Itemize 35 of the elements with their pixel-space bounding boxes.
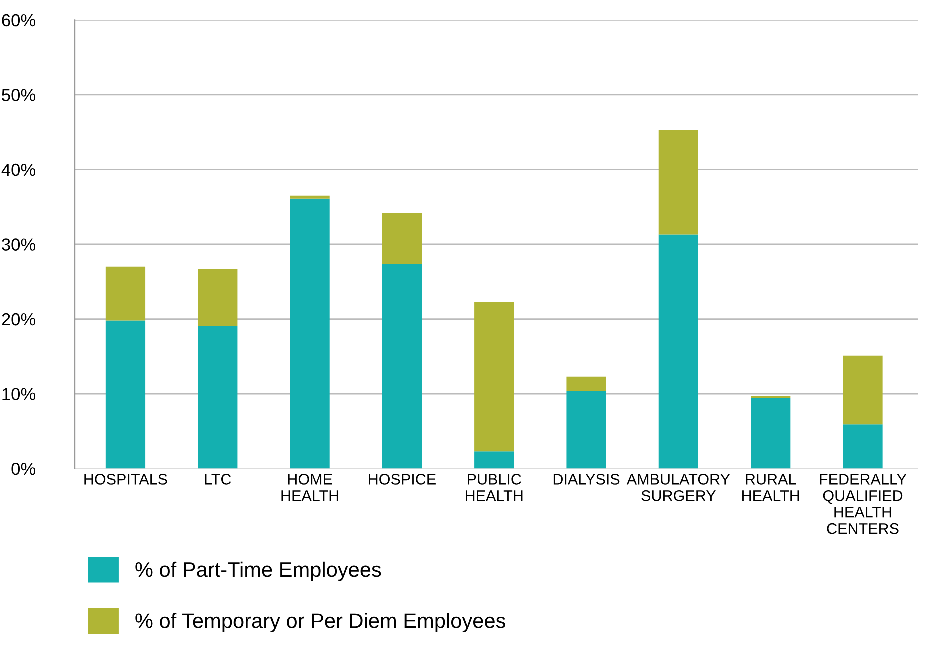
legend-label: % of Part-Time Employees	[136, 562, 382, 582]
bar	[474, 452, 514, 469]
bar	[658, 234, 698, 469]
x-tick-label: FEDERALLY QUALIFIED HEALTH CENTERS	[820, 474, 907, 534]
bar	[843, 356, 883, 425]
bar	[106, 320, 146, 469]
x-tick-label: HOSPITALS	[84, 474, 168, 485]
bar	[843, 424, 883, 469]
x-tick-label: PUBLIC HEALTH	[466, 474, 523, 502]
bar	[290, 196, 330, 199]
y-tick-label: 20%	[2, 313, 36, 326]
y-tick-label: 30%	[2, 238, 36, 251]
bar	[474, 302, 514, 452]
y-tick-label: 50%	[2, 89, 36, 102]
x-tick-label: LTC	[205, 474, 232, 485]
bar	[198, 326, 238, 469]
y-tick-label: 60%	[2, 14, 36, 27]
bar	[106, 266, 146, 321]
x-tick-label: HOSPICE	[369, 474, 436, 485]
y-tick-label: 0%	[12, 462, 36, 476]
bar	[382, 264, 422, 469]
legend-label: % of Temporary or Per Diem Employees	[136, 613, 506, 632]
bar	[566, 376, 606, 392]
x-tick-label: AMBULATORY SURGERY	[626, 474, 730, 502]
y-tick-label: 10%	[2, 388, 36, 400]
bar	[566, 391, 606, 469]
bar	[290, 198, 330, 469]
bar	[658, 130, 698, 235]
y-tick-label: 40%	[2, 164, 36, 176]
bar	[382, 213, 422, 264]
bar	[751, 398, 791, 469]
bar	[198, 269, 238, 326]
x-tick-label: HOME HEALTH	[282, 474, 338, 502]
x-tick-label: DIALYSIS	[554, 474, 620, 485]
x-tick-label: RURAL HEALTH	[742, 474, 800, 502]
